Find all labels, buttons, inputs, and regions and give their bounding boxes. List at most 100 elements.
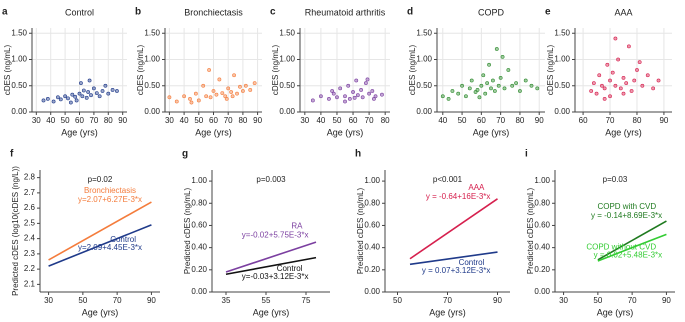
x-tick-label: 70 bbox=[496, 116, 505, 125]
point bbox=[502, 86, 507, 91]
point bbox=[335, 95, 339, 100]
x-axis-label: Age (yrs) bbox=[82, 307, 119, 317]
point bbox=[240, 89, 245, 93]
y-tick-label: 2.7 bbox=[24, 188, 36, 197]
panel-title: Rheumatoid arthritis bbox=[305, 7, 386, 17]
x-tick-label: 70 bbox=[606, 116, 615, 125]
point bbox=[97, 94, 102, 99]
point bbox=[621, 91, 626, 96]
point bbox=[100, 89, 105, 93]
x-axis-label: Age (yrs) bbox=[605, 127, 642, 137]
y-tick-label: 0.50 bbox=[11, 81, 27, 90]
x-tick-label: 80 bbox=[381, 116, 390, 125]
x-tick-label: 70 bbox=[113, 296, 122, 305]
point bbox=[635, 68, 639, 72]
panel-label: h bbox=[355, 149, 361, 160]
point bbox=[610, 70, 615, 75]
point bbox=[73, 94, 78, 99]
y-tick-label: 0.00 bbox=[416, 107, 432, 116]
point bbox=[110, 88, 115, 92]
point bbox=[224, 96, 229, 101]
panel-title: Bronchiectasis bbox=[184, 7, 243, 17]
y-tick-label: 1.00 bbox=[534, 176, 550, 185]
x-tick-label: 30 bbox=[300, 116, 309, 125]
point bbox=[220, 91, 225, 96]
x-tick-label: 80 bbox=[633, 116, 642, 125]
point bbox=[338, 86, 343, 91]
point bbox=[230, 94, 235, 99]
x-tick-label: 70 bbox=[89, 116, 98, 125]
point bbox=[84, 95, 89, 100]
point bbox=[201, 83, 206, 88]
regression-line bbox=[597, 233, 667, 262]
point bbox=[318, 94, 323, 99]
point bbox=[115, 89, 119, 93]
point bbox=[355, 93, 360, 98]
x-tick-label: 70 bbox=[443, 296, 452, 305]
y-tick-label: 0.60 bbox=[534, 221, 550, 230]
y-tick-label: 0.00 bbox=[11, 107, 27, 116]
regression-line bbox=[409, 251, 498, 266]
y-tick-label: 2.8 bbox=[24, 173, 36, 182]
y-tick-label: 1.00 bbox=[554, 55, 570, 64]
y-tick-label: 1.50 bbox=[279, 28, 295, 37]
point bbox=[310, 98, 315, 103]
x-tick-label: 60 bbox=[349, 116, 358, 125]
y-axis-label: Predicted cDES (ng/mL) bbox=[526, 188, 535, 275]
point bbox=[238, 84, 242, 89]
y-tick-label: 1.00 bbox=[11, 55, 27, 64]
y-axis-label: cDES (ng/mL) bbox=[271, 45, 280, 96]
series-name: Control bbox=[277, 264, 303, 273]
series-name: Control bbox=[110, 235, 136, 244]
y-tick-label: 0.40 bbox=[191, 243, 207, 252]
x-tick-label: 40 bbox=[316, 116, 325, 125]
point bbox=[343, 94, 347, 99]
x-tick-label: 75 bbox=[302, 296, 311, 305]
point bbox=[629, 89, 634, 93]
series-equation: y=-0.03+3.12E-3*x bbox=[242, 272, 309, 281]
point bbox=[506, 68, 511, 72]
point bbox=[372, 96, 376, 101]
point bbox=[226, 86, 231, 91]
panel-title: Control bbox=[65, 7, 94, 17]
point bbox=[360, 95, 365, 100]
point bbox=[477, 95, 482, 100]
point bbox=[514, 81, 518, 86]
point bbox=[217, 77, 222, 82]
y-tick-label: 1.50 bbox=[11, 28, 27, 37]
x-tick-label: 50 bbox=[78, 296, 87, 305]
panel-label: i bbox=[525, 149, 528, 160]
series-name: AAA bbox=[468, 183, 485, 192]
point bbox=[188, 96, 192, 101]
point bbox=[475, 88, 480, 92]
point bbox=[589, 89, 594, 93]
x-tick-label: 30 bbox=[44, 296, 53, 305]
panel-label: f bbox=[10, 149, 14, 160]
x-tick-label: 90 bbox=[493, 296, 502, 305]
point bbox=[214, 92, 219, 97]
x-tick-label: 90 bbox=[662, 296, 671, 305]
point bbox=[485, 81, 490, 86]
x-tick-label: 60 bbox=[75, 116, 84, 125]
x-tick-label: 50 bbox=[593, 296, 602, 305]
point bbox=[232, 73, 236, 78]
point bbox=[380, 92, 384, 97]
y-tick-label: 0.00 bbox=[279, 107, 295, 116]
point bbox=[367, 91, 372, 96]
p-value: p=0.02 bbox=[88, 175, 113, 184]
y-tick-label: 2.4 bbox=[24, 234, 36, 243]
point bbox=[656, 78, 661, 83]
y-tick-label: 0.50 bbox=[279, 81, 295, 90]
y-tick-label: 0.00 bbox=[554, 107, 570, 116]
point bbox=[343, 99, 347, 104]
x-tick-label: 50 bbox=[458, 116, 467, 125]
point bbox=[450, 89, 455, 93]
p-value: p<0.001 bbox=[433, 175, 463, 184]
point bbox=[535, 86, 540, 91]
point bbox=[626, 44, 631, 49]
y-tick-label: 2.3 bbox=[24, 249, 36, 258]
x-axis-label: Age (yrs) bbox=[429, 307, 466, 317]
series-equation: y=2.09+4.45E-3*x bbox=[78, 243, 142, 252]
x-tick-label: 90 bbox=[253, 116, 262, 125]
point bbox=[193, 91, 198, 96]
